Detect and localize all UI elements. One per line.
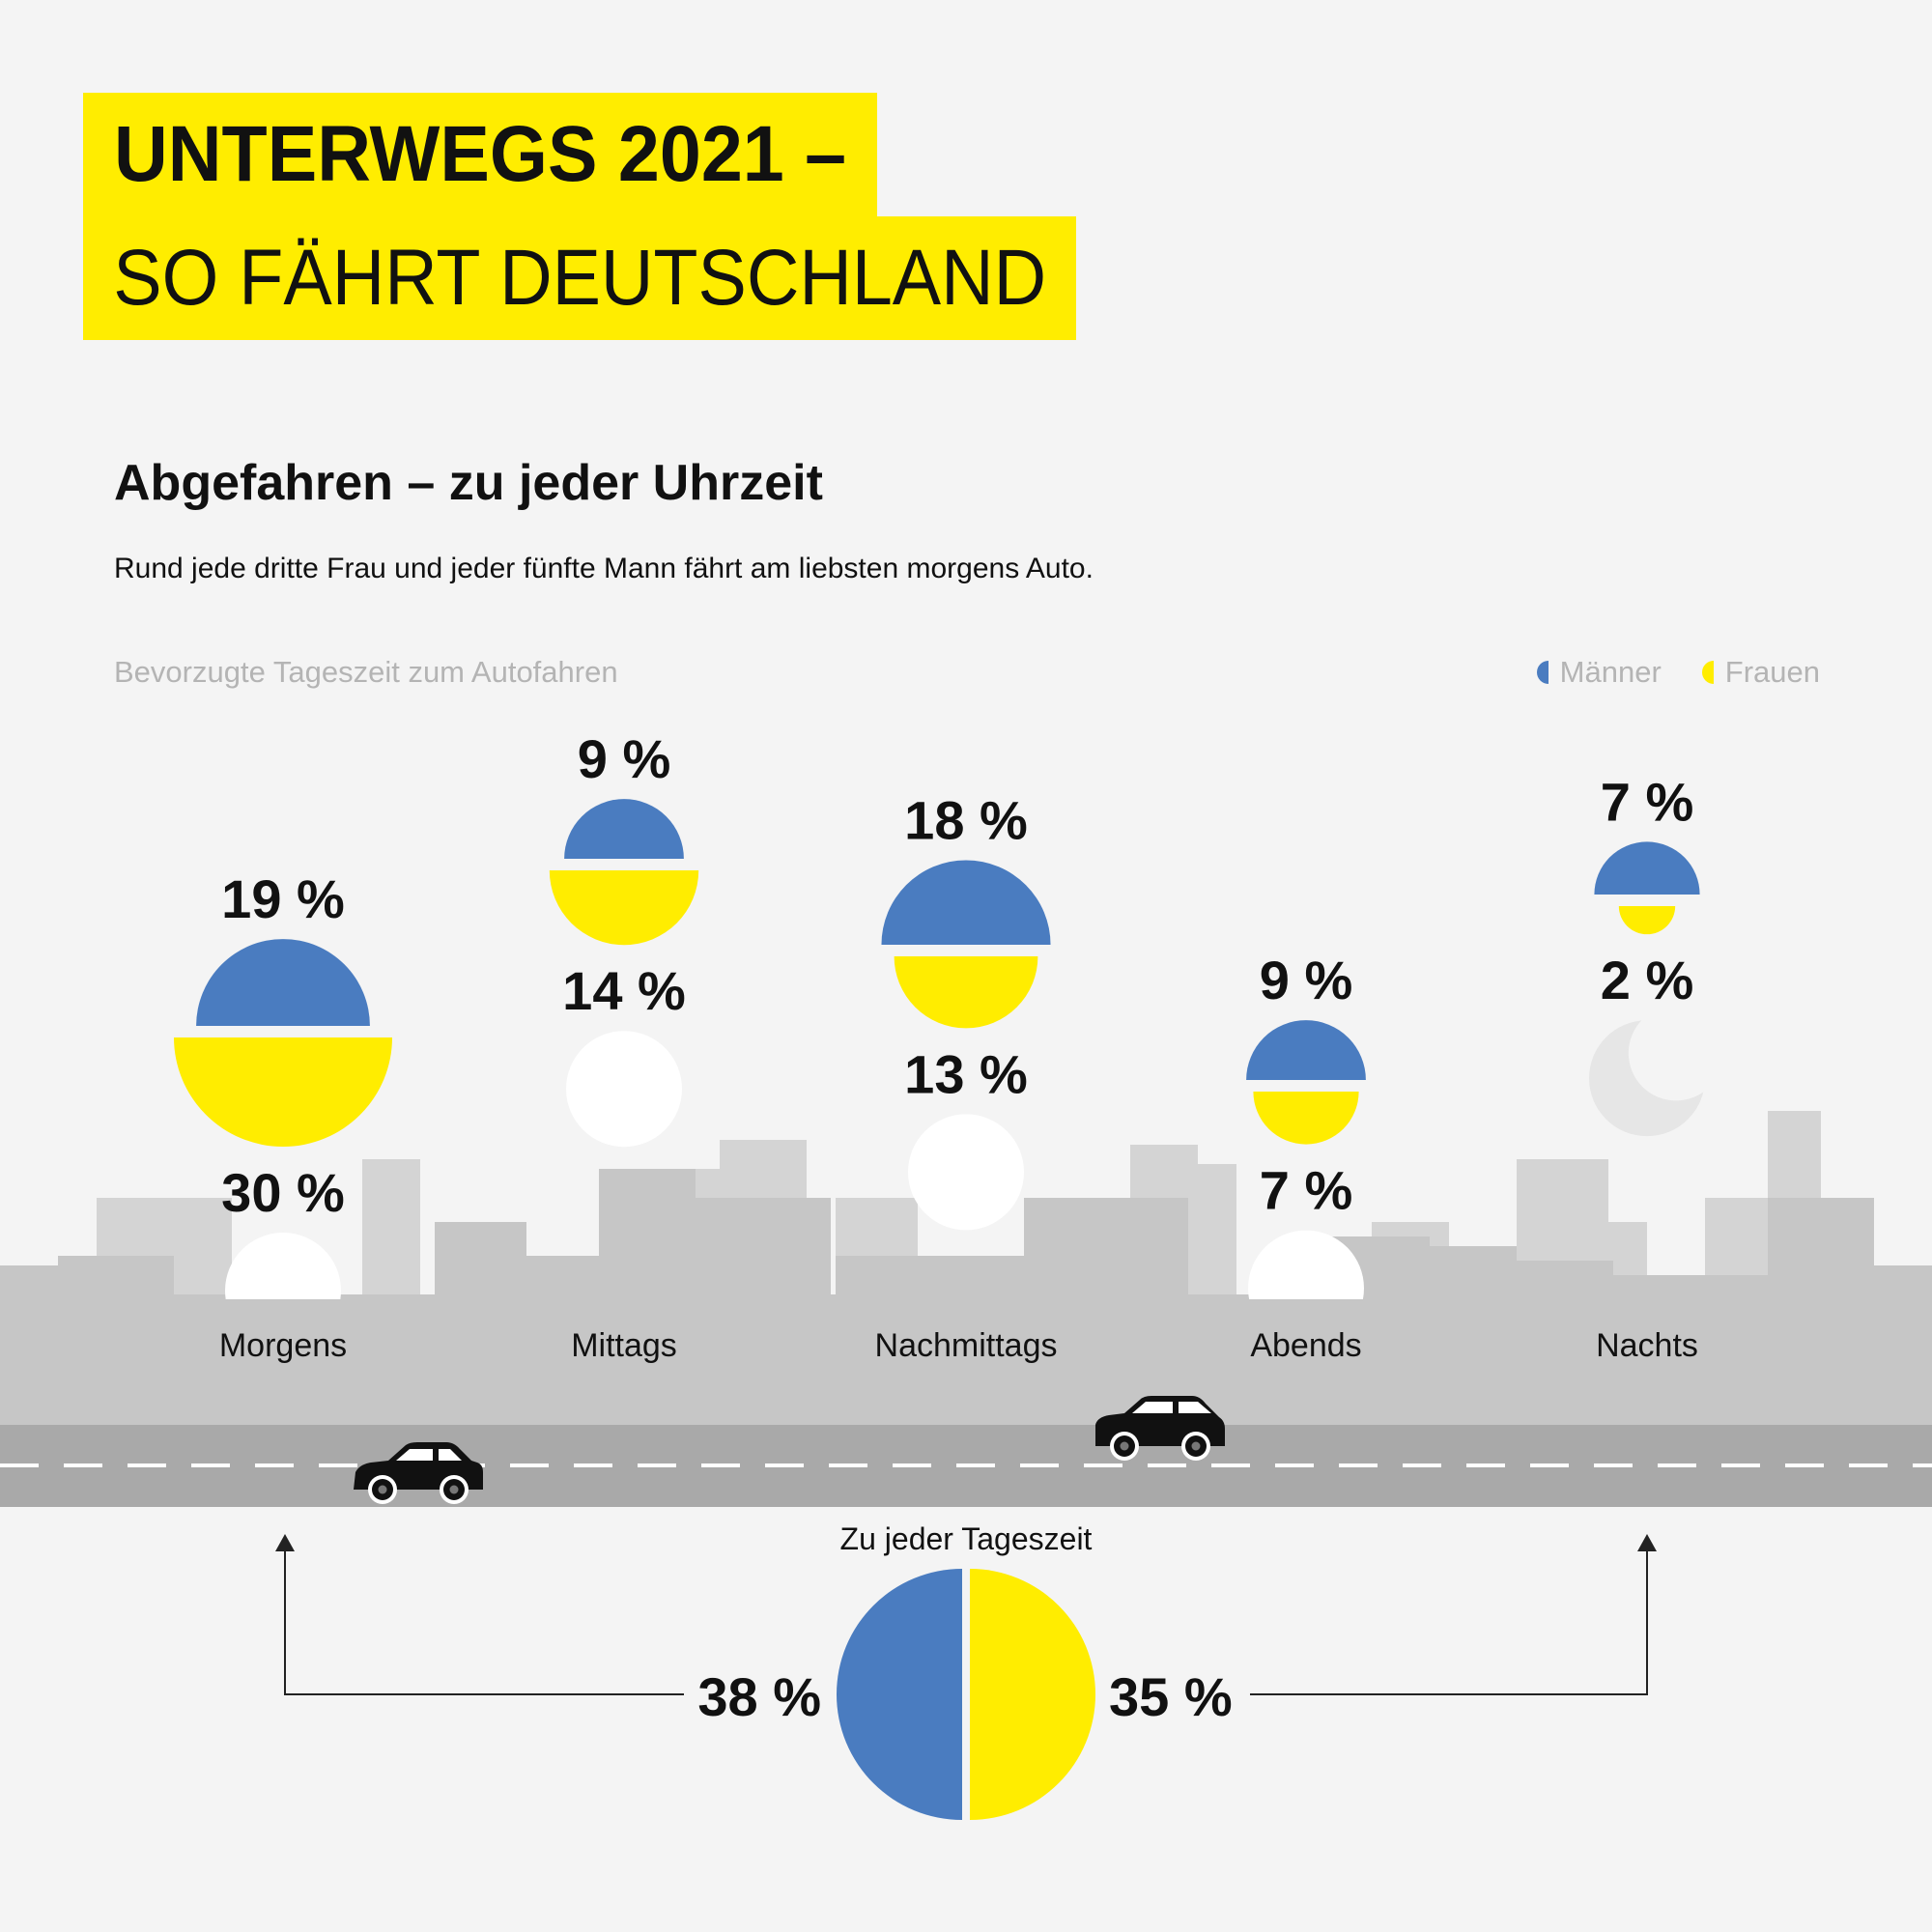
bubble-men-abends [1246,1020,1366,1080]
car-icon [354,1442,483,1504]
cars [354,1396,1225,1504]
value-label-men-morgens: 19 % [221,868,345,929]
category-label-morgens: Morgens [219,1327,347,1364]
building [435,1222,526,1377]
page-title-line-2: SO FÄHRT DEUTSCHLAND [83,216,1077,340]
section-lede: Rund jede dritte Frau und jeder fünfte M… [114,553,1094,584]
page-title-line-1: UNTERWEGS 2021 – [83,93,878,216]
pie-value-women: 35 % [1109,1666,1233,1727]
connector-arrow-left [284,1546,684,1695]
building [1613,1275,1773,1372]
building [836,1256,942,1372]
car-icon [1095,1396,1225,1461]
value-label-women-nachts: 2 % [1601,950,1694,1010]
bubble-women-nachmittags [894,956,1038,1029]
value-label-women-nachmittags: 13 % [904,1043,1028,1104]
category-label-nachmittags: Nachmittags [875,1327,1058,1364]
sun-icon [225,1233,341,1299]
building [1024,1198,1188,1372]
legend-item-women: Frauen [1694,655,1820,690]
bubble-men-morgens [196,939,370,1026]
building [1768,1198,1874,1372]
pie-title: Zu jeder Tageszeit [840,1521,1093,1556]
building [696,1198,831,1372]
value-label-men-mittags: 9 % [578,728,671,789]
legend-label-men: Männer [1559,655,1662,689]
building [1430,1246,1517,1372]
sun-icon [908,1114,1024,1231]
section-subtitle: Abgefahren – zu jeder Uhrzeit [114,455,823,511]
bubble-women-mittags [549,870,699,946]
road [0,1425,1932,1507]
chart-title: Bevorzugte Tageszeit zum Autofahren [114,655,618,689]
bubble-women-morgens [174,1037,392,1147]
value-label-women-morgens: 30 % [221,1162,345,1223]
skyline-front [0,1169,1932,1425]
pie-value-men: 38 % [697,1666,821,1727]
legend-label-women: Frauen [1724,655,1820,689]
value-label-men-nachts: 7 % [1601,771,1694,832]
arrowhead-icon [275,1534,295,1551]
value-label-women-abends: 7 % [1260,1160,1353,1221]
value-label-men-abends: 9 % [1260,950,1353,1010]
connector-arrow-right [1250,1546,1648,1695]
bubble-men-nachts [1594,841,1700,895]
category-label-nachts: Nachts [1596,1327,1698,1364]
building [1869,1265,1932,1372]
value-label-women-mittags: 14 % [562,960,686,1021]
legend: Männer Frauen [1529,655,1820,690]
building [174,1299,362,1338]
sun-icon [566,1031,682,1148]
arrowhead-icon [1637,1534,1657,1551]
building [1517,1261,1613,1372]
legend-item-men: Männer [1529,655,1662,690]
building [599,1169,696,1381]
bubble-men-mittags [564,799,684,859]
half-circle-bubbles [174,799,1700,1147]
bubble-women-nachts [1618,906,1676,935]
moon-icon [1589,1020,1705,1137]
overall-pie: Zu jeder Tageszeit 38 % 35 % [275,1521,1657,1820]
sun-icon [1248,1230,1364,1300]
time-of-day-icons [225,1020,1705,1300]
bubble-women-abends [1253,1092,1359,1145]
pie-slice-women [970,1569,1095,1820]
legend-half-circle-icon-women [1701,661,1714,684]
category-label-abends: Abends [1250,1327,1361,1364]
pie-slice-men [837,1569,962,1820]
value-label-men-nachmittags: 18 % [904,789,1028,850]
building [58,1256,174,1314]
ground-strip [0,1367,1932,1425]
value-labels: 19 % 30 % Morgens 9 % 14 % Mittags 18 % 13 % Nac… [219,728,1698,1364]
legend-half-circle-icon-men [1536,661,1548,684]
category-label-mittags: Mittags [571,1327,677,1364]
bubble-men-nachmittags [881,860,1051,945]
building [526,1256,604,1381]
building [942,1256,1024,1372]
